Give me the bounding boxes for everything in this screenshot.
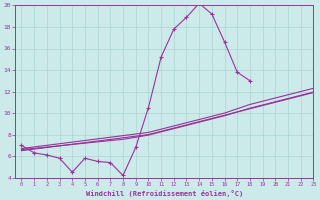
X-axis label: Windchill (Refroidissement éolien,°C): Windchill (Refroidissement éolien,°C) [86,190,243,197]
